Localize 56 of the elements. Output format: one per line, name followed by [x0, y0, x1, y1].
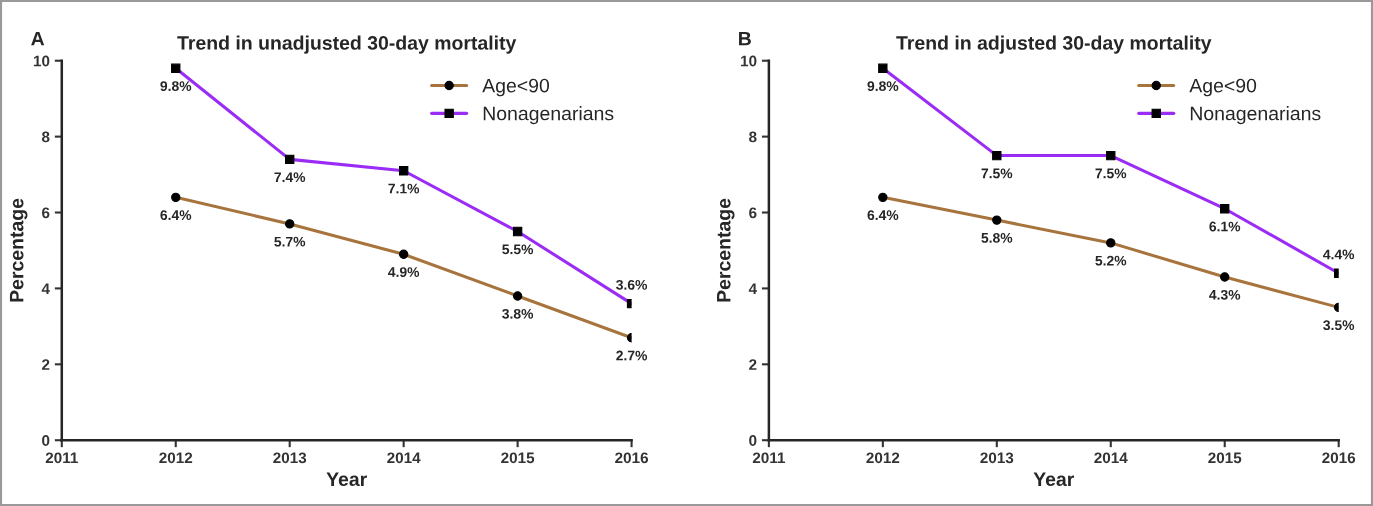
data-label: 3.6% [616, 279, 648, 290]
data-label: 5.2% [1095, 255, 1127, 266]
legend-label: Nonagenarians [483, 106, 614, 125]
data-label: 4.3% [1209, 289, 1241, 300]
data-label: 6.1% [1209, 221, 1241, 232]
x-tick-label: 2011 [752, 452, 786, 464]
x-tick-label: 2015 [501, 452, 535, 464]
data-label: 3.5% [1323, 320, 1355, 331]
x-axis-title: Year [326, 472, 367, 487]
legend-label: Nonagenarians [1190, 106, 1321, 125]
x-tick-label: 2012 [866, 452, 900, 464]
data-label: 4.4% [1323, 249, 1355, 260]
x-tick-label: 2016 [1322, 452, 1356, 464]
y-tick-label: 2 [749, 359, 757, 370]
legend-label: Age<90 [1189, 78, 1257, 97]
data-label: 5.5% [502, 244, 534, 255]
data-label: 6.4% [160, 210, 192, 221]
data-label: 7.4% [274, 172, 306, 183]
y-tick-label: 4 [41, 283, 50, 294]
x-tick-label: 2014 [1094, 452, 1128, 464]
x-tick-label: 2014 [387, 452, 421, 464]
x-tick-label: 2013 [273, 452, 307, 464]
y-axis-title: Percentage [717, 198, 735, 302]
x-tick-label: 2011 [45, 452, 78, 464]
text: B [739, 31, 751, 46]
x-tick-label: 2013 [980, 452, 1014, 464]
y-tick-label: 10 [33, 55, 50, 67]
data-label: 4.9% [388, 267, 420, 277]
x-tick-label: 2012 [159, 452, 193, 464]
data-label: 7.5% [981, 168, 1013, 179]
y-tick-label: 10 [741, 55, 757, 67]
legend-label: Age<90 [482, 78, 550, 97]
y-tick-label: 8 [749, 131, 757, 143]
y-tick-label: 6 [749, 207, 757, 219]
y-tick-label: 8 [41, 131, 50, 143]
y-tick-label: 6 [42, 207, 50, 219]
data-label: 7.5% [1095, 168, 1127, 179]
text: A [31, 31, 45, 46]
data-label: 6.4% [867, 210, 899, 221]
x-tick-label: 2015 [1208, 452, 1242, 464]
x-tick-label: 2016 [615, 452, 649, 464]
y-tick-label: 2 [42, 359, 50, 370]
data-label: 9.8% [160, 81, 192, 92]
chart-title: Trend in unadjusted 30-day mortality [177, 35, 517, 54]
chart-title: Trend in adjusted 30-day mortality [896, 35, 1212, 54]
y-tick-label: 0 [749, 435, 757, 446]
data-label: 5.8% [981, 232, 1013, 243]
data-label: 9.8% [867, 81, 899, 92]
data-label: 5.7% [274, 236, 306, 247]
data-label: 2.7% [616, 350, 648, 361]
y-tick-label: 0 [42, 435, 50, 446]
y-tick-label: 4 [748, 283, 757, 294]
y-axis-title: Percentage [9, 198, 28, 302]
data-label: 7.1% [388, 183, 420, 194]
x-axis-title: Year [1033, 472, 1075, 487]
data-label: 3.8% [502, 308, 534, 319]
